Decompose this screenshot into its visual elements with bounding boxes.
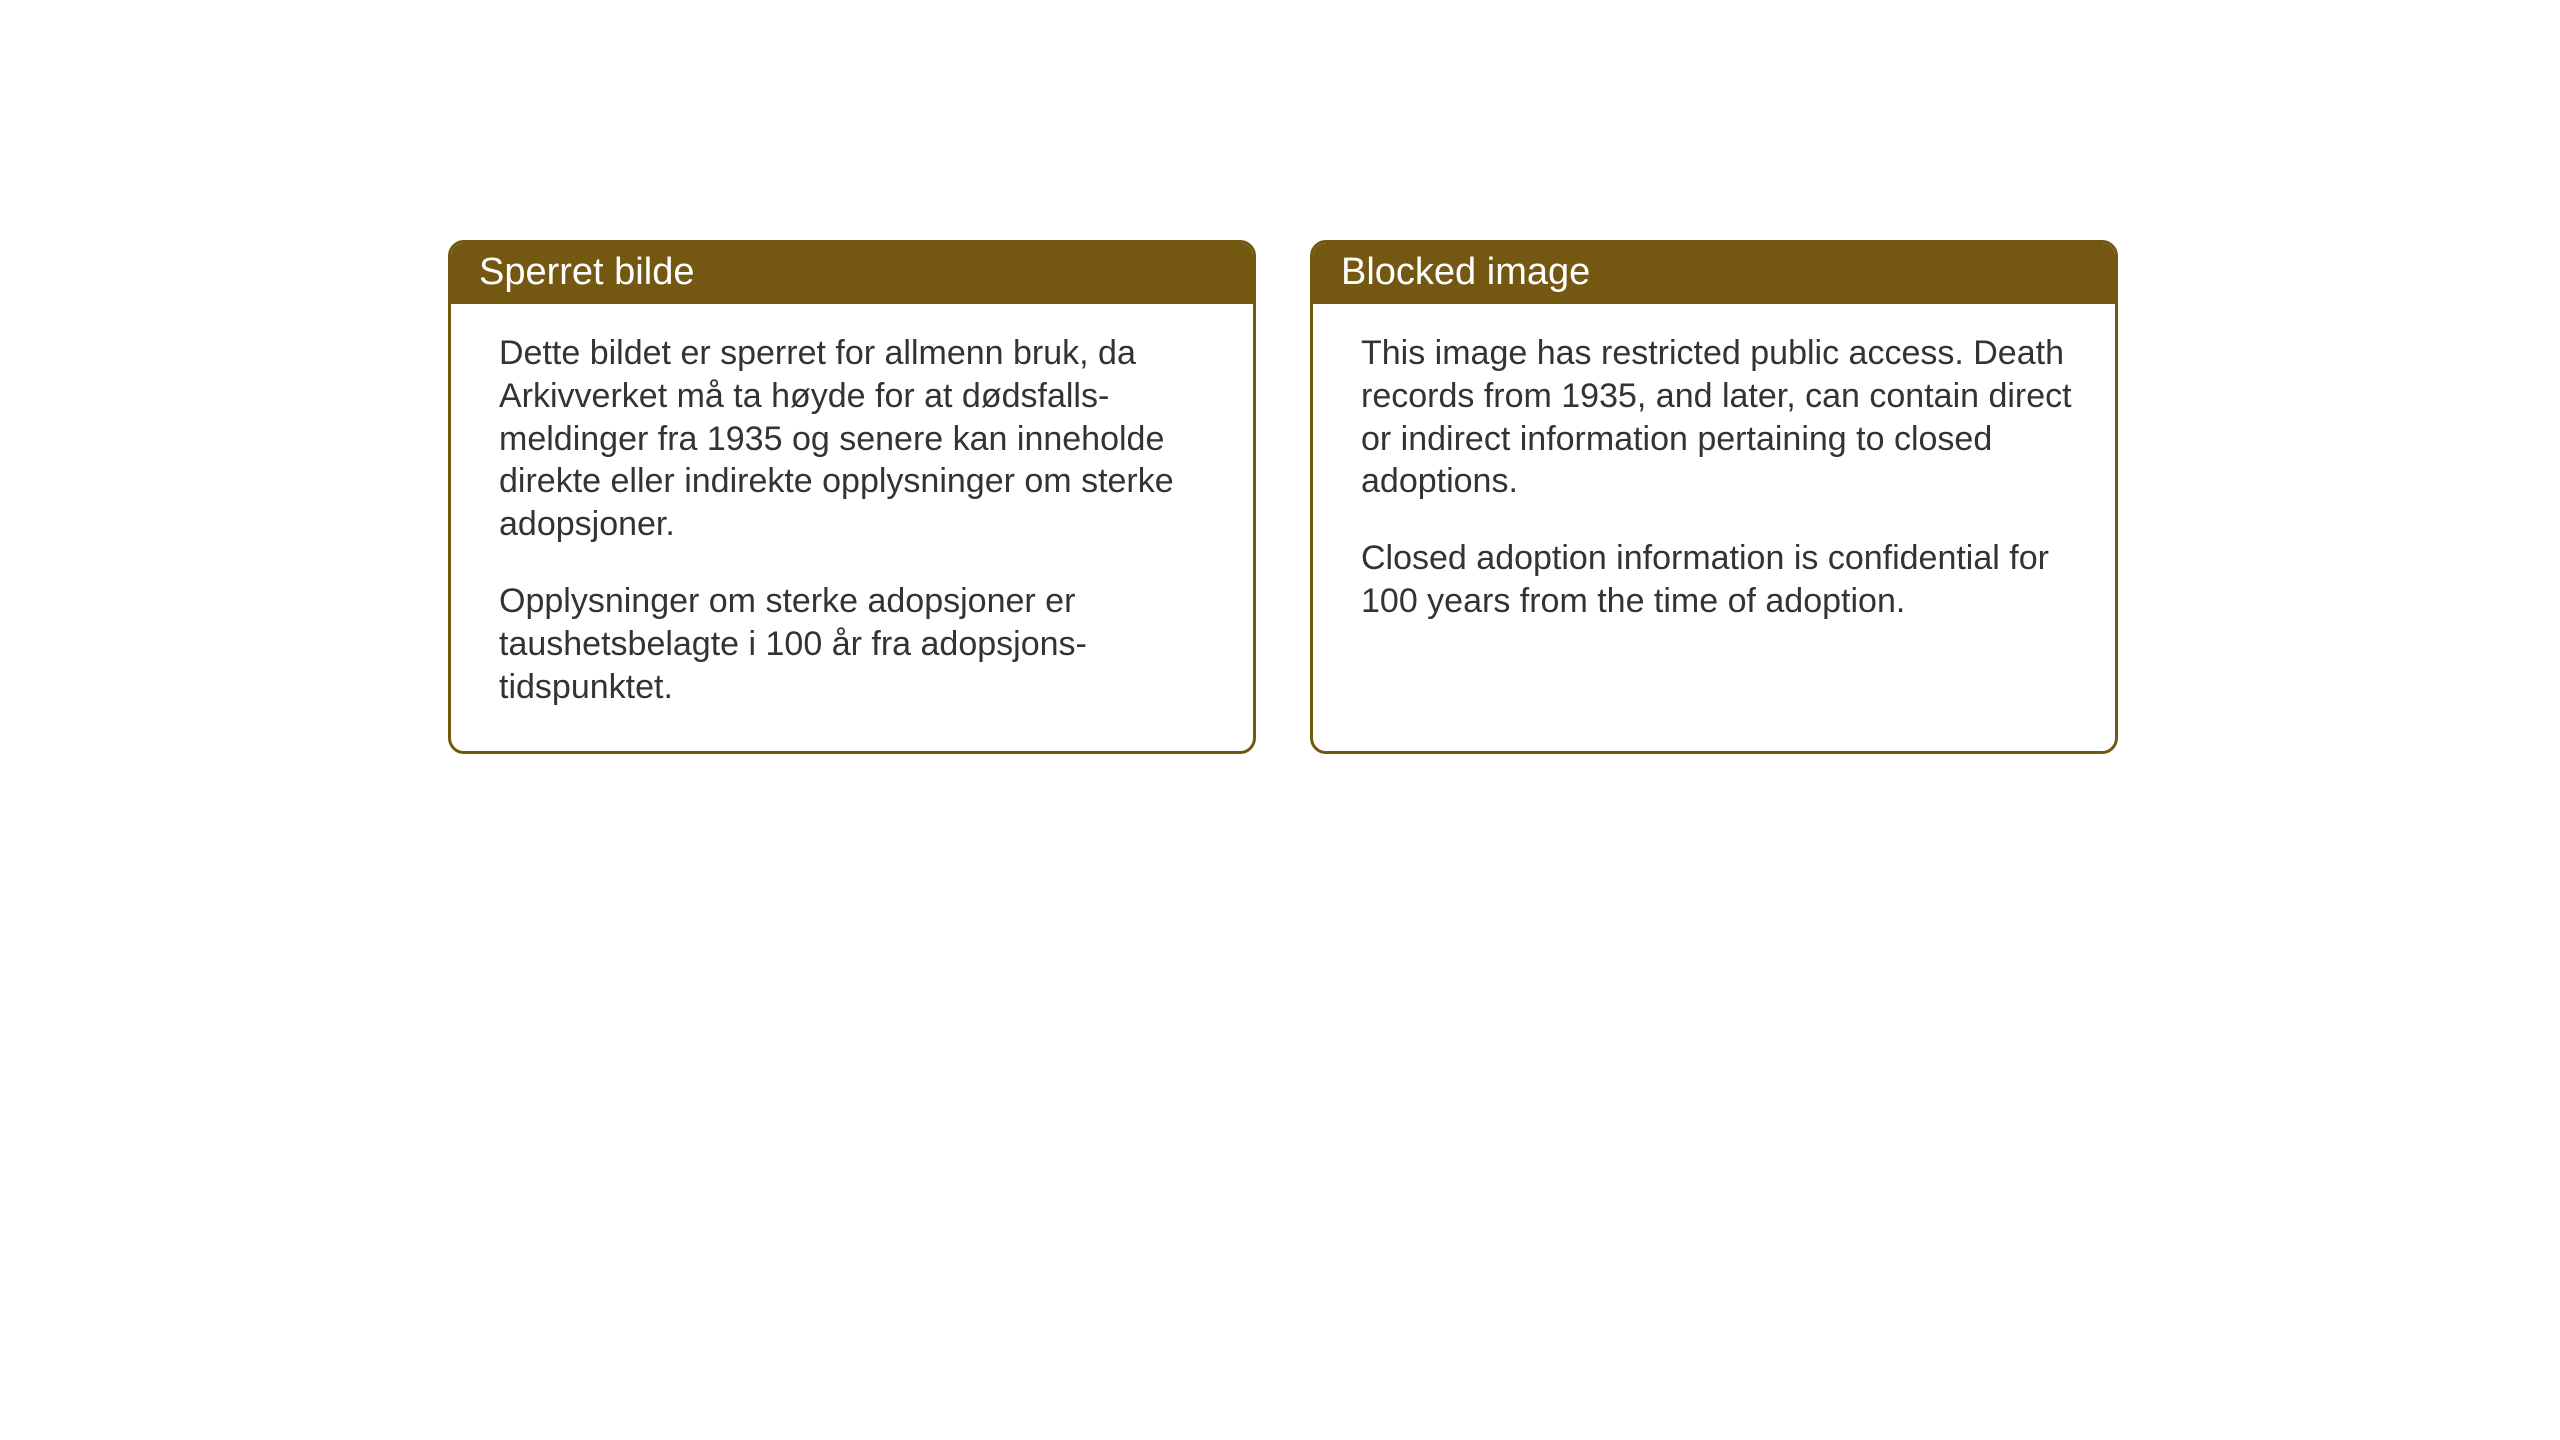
notice-paragraph-1-english: This image has restricted public access.…: [1361, 332, 2073, 503]
notice-paragraph-2-norwegian: Opplysninger om sterke adopsjoner er tau…: [499, 580, 1211, 708]
notice-container: Sperret bilde Dette bildet er sperret fo…: [448, 240, 2118, 754]
notice-paragraph-2-english: Closed adoption information is confident…: [1361, 537, 2073, 623]
notice-body-english: This image has restricted public access.…: [1313, 304, 2115, 665]
notice-header-english: Blocked image: [1313, 243, 2115, 304]
notice-box-norwegian: Sperret bilde Dette bildet er sperret fo…: [448, 240, 1256, 754]
notice-header-norwegian: Sperret bilde: [451, 243, 1253, 304]
notice-body-norwegian: Dette bildet er sperret for allmenn bruk…: [451, 304, 1253, 751]
notice-box-english: Blocked image This image has restricted …: [1310, 240, 2118, 754]
notice-paragraph-1-norwegian: Dette bildet er sperret for allmenn bruk…: [499, 332, 1211, 546]
